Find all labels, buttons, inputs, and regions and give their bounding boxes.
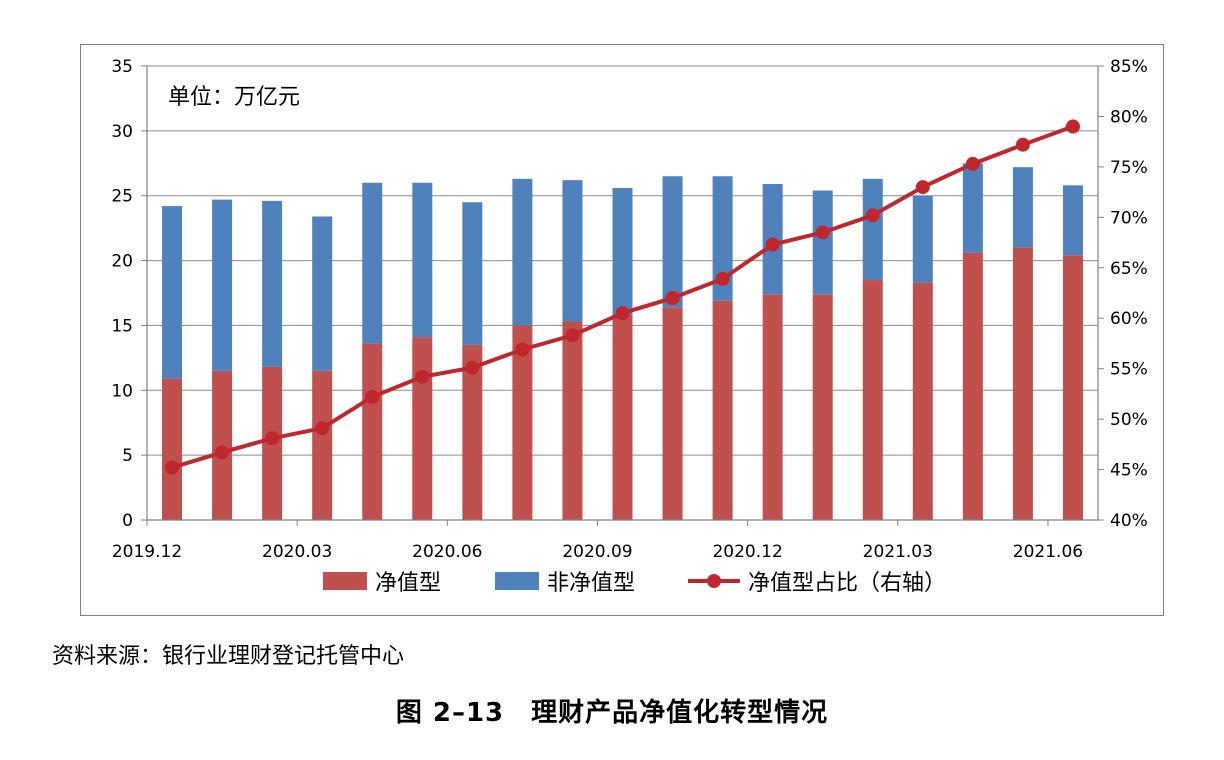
legend-label-share: 净值型占比（右轴）	[748, 571, 946, 596]
bar-net-value	[362, 343, 383, 520]
bar-non-net-value	[162, 206, 183, 379]
x-tick-label: 2020.09	[562, 542, 632, 562]
bar-net-value	[162, 378, 183, 520]
y-right-tick-label: 50%	[1110, 410, 1148, 430]
bar-non-net-value	[812, 190, 833, 295]
bar-net-value	[962, 252, 983, 520]
legend-swatch-share-marker	[707, 574, 721, 588]
y-left-tick-label: 30	[111, 122, 133, 142]
unit-label: 单位：万亿元	[168, 85, 300, 110]
share-line-point	[465, 360, 480, 375]
y-right-tick-label: 45%	[1110, 461, 1148, 481]
bar-net-value	[762, 294, 783, 520]
share-line-point	[1015, 137, 1030, 152]
chart-frame	[80, 44, 1164, 616]
y-left-tick-label: 0	[122, 511, 133, 531]
bar-net-value	[412, 337, 433, 520]
bar-non-net-value	[1012, 167, 1033, 248]
share-line-point	[315, 421, 330, 436]
bar-non-net-value	[712, 176, 733, 301]
tick-labels: 0 5 10 15 20 25 30 35 40% 45% 50% 55% 60% 65% 70% 75% 80…	[111, 57, 1147, 562]
bar-non-net-value	[962, 163, 983, 253]
y-left-tick-label: 10	[111, 381, 133, 401]
chart: 0 5 10 15 20 25 30 35 40% 45% 50% 55% 60% 65% 70% 75% 80…	[111, 57, 1147, 596]
y-right-tick-label: 55%	[1110, 360, 1148, 380]
bars	[162, 163, 1083, 520]
bar-non-net-value	[312, 216, 333, 371]
x-tick-label: 2020.03	[262, 542, 332, 562]
x-tick-label: 2021.03	[863, 542, 933, 562]
legend-label-net-value: 净值型	[375, 571, 441, 596]
share-line-point	[265, 431, 280, 446]
y-right-tick-label: 85%	[1110, 57, 1148, 77]
x-tick-label: 2020.06	[412, 542, 482, 562]
bar-non-net-value	[1062, 185, 1083, 256]
bar-non-net-value	[862, 178, 883, 281]
bar-non-net-value	[262, 200, 283, 367]
x-tick-label: 2019.12	[112, 542, 182, 562]
y-right-tick-label: 75%	[1110, 158, 1148, 178]
bar-non-net-value	[462, 202, 483, 345]
gridlines	[147, 65, 1098, 456]
share-line-point	[965, 156, 980, 171]
share-line-point	[515, 342, 530, 357]
share-line-point	[715, 271, 730, 286]
source-note: 资料来源：银行业理财登记托管中心	[52, 644, 405, 669]
legend-label-non-net-value: 非净值型	[547, 571, 635, 596]
bar-net-value	[562, 321, 583, 520]
share-line	[165, 119, 1080, 475]
y-left-tick-label: 15	[111, 316, 133, 336]
axes	[141, 65, 1104, 526]
bar-net-value	[612, 315, 633, 520]
legend: 净值型 非净值型 净值型占比（右轴）	[323, 571, 946, 596]
bar-net-value	[912, 282, 933, 520]
share-line-point	[765, 237, 780, 252]
bar-net-value	[712, 300, 733, 520]
share-line-point	[415, 369, 430, 384]
share-line-point	[665, 291, 680, 306]
bar-non-net-value	[212, 199, 233, 371]
bar-net-value	[512, 325, 533, 520]
share-line-point	[865, 208, 880, 223]
share-line-point	[1065, 119, 1080, 134]
share-line-point	[815, 225, 830, 240]
bar-net-value	[1012, 247, 1033, 520]
bar-net-value	[862, 280, 883, 520]
bar-net-value	[312, 370, 333, 520]
bar-net-value	[812, 294, 833, 520]
x-tick-label: 2020.12	[712, 542, 782, 562]
y-right-tick-label: 70%	[1110, 208, 1148, 228]
share-line-point	[165, 460, 180, 475]
bar-net-value	[662, 307, 683, 520]
bar-net-value	[462, 344, 483, 520]
bar-non-net-value	[412, 182, 433, 338]
bar-net-value	[1062, 255, 1083, 520]
legend-swatch-net-value	[323, 572, 367, 590]
share-line-point	[915, 180, 930, 195]
bar-non-net-value	[662, 176, 683, 308]
bar-non-net-value	[562, 180, 583, 322]
share-line-point	[215, 445, 230, 460]
y-right-tick-label: 40%	[1110, 511, 1148, 531]
bar-non-net-value	[512, 178, 533, 326]
share-line-point	[565, 328, 580, 343]
y-right-tick-label: 80%	[1110, 107, 1148, 127]
figure-caption: 图 2–13 理财产品净值化转型情况	[395, 698, 829, 728]
share-line-point	[615, 306, 630, 321]
y-left-tick-label: 35	[111, 57, 133, 77]
y-right-tick-label: 60%	[1110, 309, 1148, 329]
x-tick-label: 2021.06	[1013, 542, 1083, 562]
share-line-point	[365, 389, 380, 404]
bar-non-net-value	[362, 182, 383, 344]
legend-swatch-non-net-value	[495, 572, 539, 590]
y-right-tick-label: 65%	[1110, 259, 1148, 279]
bar-non-net-value	[912, 195, 933, 283]
bar-non-net-value	[612, 187, 633, 316]
y-left-tick-label: 20	[111, 252, 133, 272]
y-left-tick-label: 25	[111, 187, 133, 207]
y-left-tick-label: 5	[122, 446, 133, 466]
